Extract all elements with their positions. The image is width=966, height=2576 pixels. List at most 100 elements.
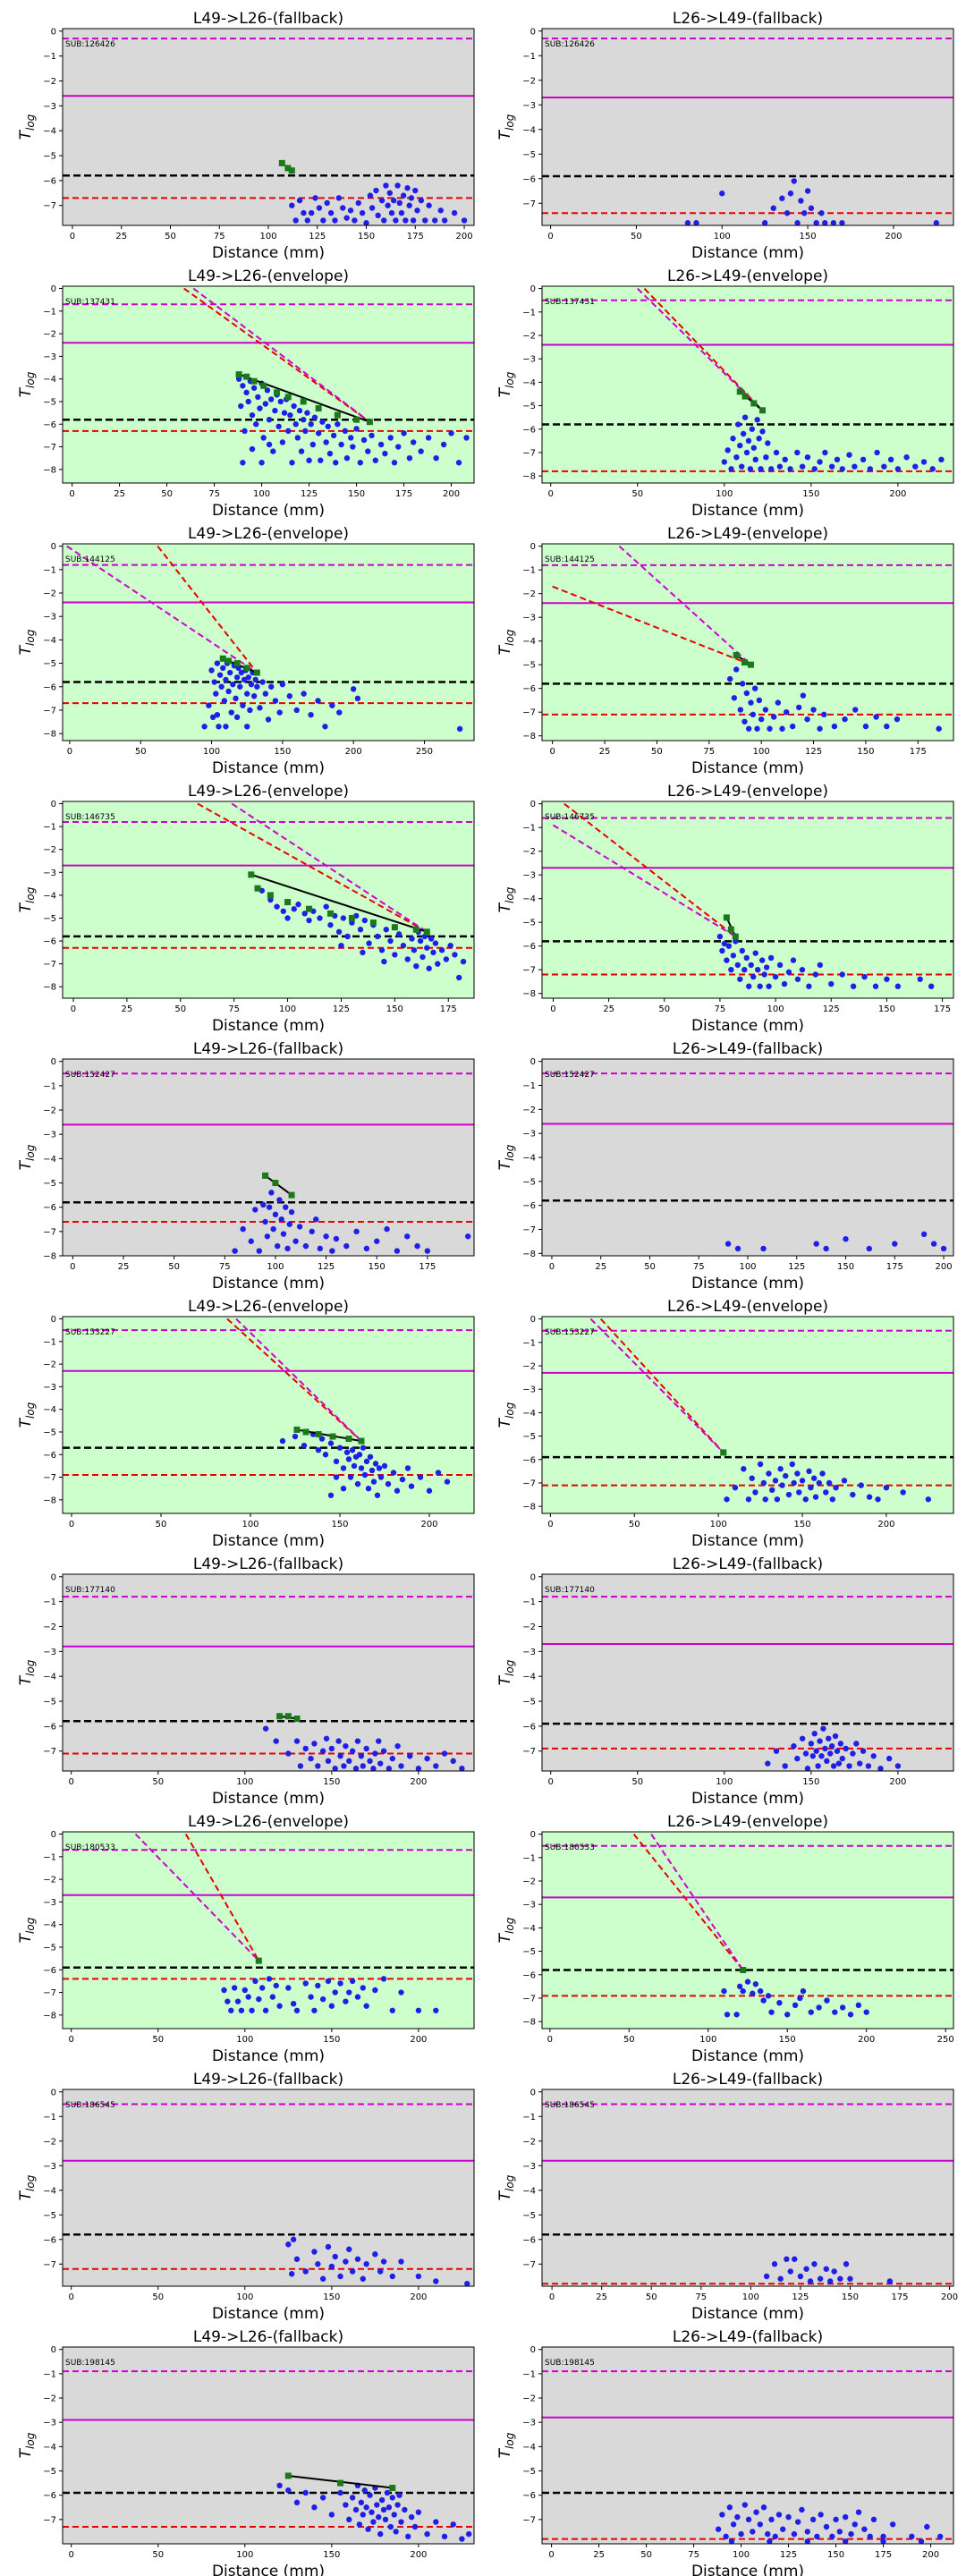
data-point [835,1760,843,1767]
data-point [435,961,441,967]
y-tick-label: −8 [43,1496,56,1505]
y-tick-label: 0 [51,542,56,552]
y-axis-label: Tlog [496,1402,516,1428]
y-axis-label-subscript: log [504,1144,516,1161]
data-point [909,2533,915,2540]
y-tick-label: −6 [522,2491,536,2501]
y-tick-label: −1 [43,1852,56,1862]
data-point [376,2513,382,2521]
data-point [338,942,344,949]
data-point [296,197,303,204]
data-point [839,2004,846,2011]
x-tick-label: 50 [174,1004,186,1014]
x-tick-label: 50 [629,1520,640,1530]
fit-marker [733,652,740,659]
data-point [231,1985,238,1991]
data-point [724,447,731,453]
data-point [343,1449,351,1455]
data-point [431,217,438,224]
data-point [267,396,275,402]
y-tick-label: −5 [43,2211,56,2221]
data-point [325,1978,332,1985]
data-point [783,708,790,716]
x-tick-label: 100 [203,747,220,757]
data-point [348,435,354,441]
data-point [832,2009,838,2015]
subplot-title: L26->L49-(envelope) [667,525,828,543]
data-point [363,2504,369,2511]
data-point [846,452,852,458]
y-tick-label: −6 [43,1722,56,1732]
data-point [315,2261,321,2267]
data-point [426,1487,433,1494]
data-point [340,1485,347,1492]
axes-frame [541,2346,954,2545]
data-point [773,1748,780,1754]
fit-marker [720,1449,727,1456]
axes-frame [62,1831,475,2029]
data-point [252,1978,258,1985]
data-point [279,1437,286,1445]
data-point [393,217,399,224]
data-point [875,1496,881,1503]
data-point [773,449,780,456]
magenta-slope-line [618,545,752,665]
data-point [465,1233,471,1240]
fit-marker [233,660,241,667]
data-point [389,2273,395,2280]
y-tick-label: −8 [522,989,536,999]
fit-marker [253,669,260,676]
plot-area [63,1596,474,1771]
data-point [693,220,699,225]
data-point [228,2007,234,2013]
data-point [746,983,752,989]
y-tick-label: −6 [522,174,536,184]
y-tick-label: −5 [522,1432,536,1442]
data-point [389,1755,395,1762]
data-point [799,463,806,470]
y-axis-label: Tlog [17,114,37,140]
data-point [311,2249,318,2255]
data-point [311,2504,318,2511]
y-tick-label: −2 [43,845,56,855]
data-point [767,2538,773,2544]
data-point [317,915,323,921]
data-point [336,709,343,716]
y-axis-label-base: T [496,1674,514,1685]
y-tick-label: −3 [43,1648,56,1657]
data-point [266,1976,273,1982]
data-point [237,683,243,690]
data-point [776,962,784,969]
fit-marker [732,933,739,940]
data-point [262,401,269,407]
y-axis-label-base: T [17,1159,35,1170]
data-point [750,711,757,718]
y-tick-label: −6 [43,1451,56,1461]
data-point [790,957,797,963]
data-point [760,1997,767,2004]
x-tick-label: 50 [640,2550,652,2560]
x-tick-label: 200 [858,2035,875,2045]
x-tick-label: 125 [823,1004,840,1014]
axes-frame [62,801,475,999]
data-point [247,707,253,714]
y-axis-label-subscript: log [24,1917,37,1934]
x-tick-label: 50 [161,489,173,499]
data-point [750,973,757,980]
y-tick-label: −5 [43,1179,56,1189]
y-tick-label: −7 [522,708,536,718]
data-point [861,973,868,980]
x-tick-label: 200 [941,2292,958,2302]
y-tick-label: −3 [43,1383,56,1393]
data-point [406,454,413,462]
x-tick-label: 150 [386,1004,403,1014]
data-point [463,435,470,441]
data-point [329,1248,335,1254]
data-point [293,2007,301,2013]
data-point [777,1466,784,1472]
data-point [855,2509,862,2515]
data-point [730,436,736,442]
data-point [341,1763,347,1769]
x-tick-label: 0 [547,2035,553,2045]
data-point [346,1758,352,1765]
